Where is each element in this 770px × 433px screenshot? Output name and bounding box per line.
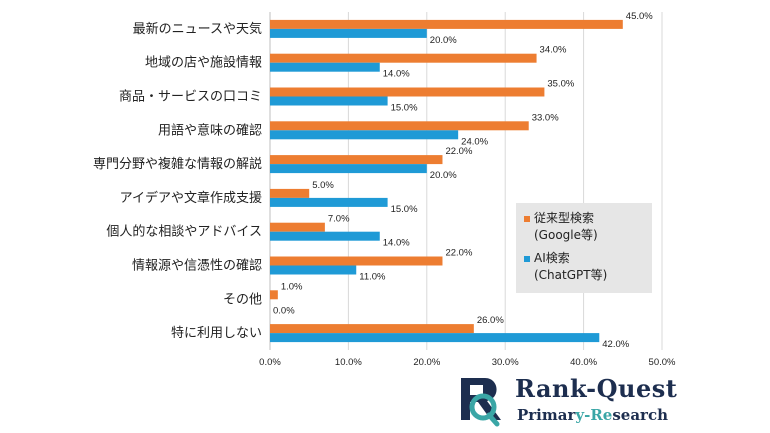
- bar-ai-7: [270, 265, 357, 275]
- value-label-google-6: 7.0%: [328, 214, 350, 225]
- bar-ai-4: [270, 164, 427, 174]
- value-label-ai-8: 0.0%: [273, 305, 295, 316]
- x-tick-label-50: 50.0%: [649, 357, 676, 368]
- rq-logo-icon: [461, 378, 501, 427]
- value-label-google-7: 22.0%: [445, 248, 472, 259]
- bar-google-3: [270, 121, 529, 131]
- bar-ai-6: [270, 231, 380, 241]
- category-label-5: アイデアや文章作成支援: [120, 190, 262, 206]
- legend-item-ai: AI検索 (ChatGPT等): [524, 250, 644, 284]
- legend-item-google: 従来型検索 (Google等): [524, 210, 644, 244]
- category-label-0: 最新のニュースや天気: [133, 21, 262, 37]
- category-label-4: 専門分野や複雑な情報の解説: [93, 156, 262, 172]
- value-label-google-4: 22.0%: [445, 146, 472, 157]
- x-tick-label-30: 30.0%: [492, 357, 519, 368]
- value-label-google-1: 34.0%: [540, 45, 567, 56]
- bar-google-6: [270, 222, 325, 232]
- value-label-google-8: 1.0%: [281, 281, 303, 292]
- category-label-7: 情報源や信憑性の確認: [132, 258, 262, 274]
- category-label-2: 商品・サービスの口コミ: [119, 90, 262, 105]
- legend-label-ai: AI検索 (ChatGPT等): [534, 251, 608, 282]
- value-label-ai-0: 20.0%: [430, 35, 457, 46]
- value-label-google-3: 33.0%: [532, 112, 559, 123]
- value-label-ai-2: 15.0%: [391, 103, 418, 114]
- value-label-ai-5: 15.0%: [391, 204, 418, 215]
- bar-ai-0: [270, 28, 427, 38]
- category-label-9: 特に利用しない: [171, 326, 262, 341]
- bar-google-9: [270, 324, 474, 334]
- value-label-google-9: 26.0%: [477, 315, 504, 326]
- x-tick-label-0: 0.0%: [259, 357, 281, 368]
- value-label-ai-4: 20.0%: [430, 170, 457, 181]
- bar-google-1: [270, 53, 537, 63]
- value-label-ai-1: 14.0%: [383, 69, 410, 80]
- bar-ai-1: [270, 62, 380, 72]
- value-label-ai-3: 24.0%: [461, 136, 488, 147]
- rank-quest-logo: Rank-Quest Primary-Research: [455, 372, 695, 428]
- category-label-8: その他: [223, 292, 262, 307]
- value-label-ai-6: 14.0%: [383, 238, 410, 249]
- bar-ai-2: [270, 96, 388, 106]
- logo-title: Rank-Quest: [515, 374, 677, 403]
- value-label-ai-7: 11.0%: [359, 272, 386, 283]
- logo-title-rank: Rank-: [515, 374, 597, 403]
- logo-subtitle: Primary-Research: [517, 406, 668, 424]
- legend-swatch-ai: [524, 256, 530, 262]
- value-label-ai-9: 42.0%: [602, 339, 629, 350]
- value-label-google-0: 45.0%: [626, 11, 653, 22]
- logo-sub-2: y-Re: [575, 406, 613, 424]
- legend-swatch-google: [524, 216, 530, 222]
- bar-google-5: [270, 188, 310, 198]
- bar-google-8: [270, 290, 278, 300]
- bar-ai-9: [270, 333, 600, 343]
- category-label-1: 地域の店や施設情報: [145, 55, 262, 71]
- legend-label-google: 従来型検索 (Google等): [534, 211, 598, 242]
- logo-sub-1: Primar: [517, 406, 576, 424]
- bar-ai-5: [270, 197, 388, 207]
- bar-google-7: [270, 256, 443, 266]
- x-tick-label-20: 20.0%: [413, 357, 440, 368]
- logo-title-quest: Quest: [596, 374, 678, 403]
- value-label-google-2: 35.0%: [547, 79, 574, 90]
- legend: 従来型検索 (Google等) AI検索 (ChatGPT等): [516, 203, 652, 293]
- bar-ai-3: [270, 130, 459, 140]
- x-tick-label-10: 10.0%: [335, 357, 362, 368]
- bar-google-2: [270, 87, 545, 97]
- bar-google-4: [270, 155, 443, 165]
- x-tick-label-40: 40.0%: [570, 357, 597, 368]
- logo-sub-3: search: [612, 406, 668, 424]
- value-label-google-5: 5.0%: [312, 180, 334, 191]
- category-label-3: 用語や意味の確認: [158, 122, 262, 138]
- category-label-6: 個人的な相談やアドバイス: [106, 224, 262, 240]
- bar-google-0: [270, 19, 623, 29]
